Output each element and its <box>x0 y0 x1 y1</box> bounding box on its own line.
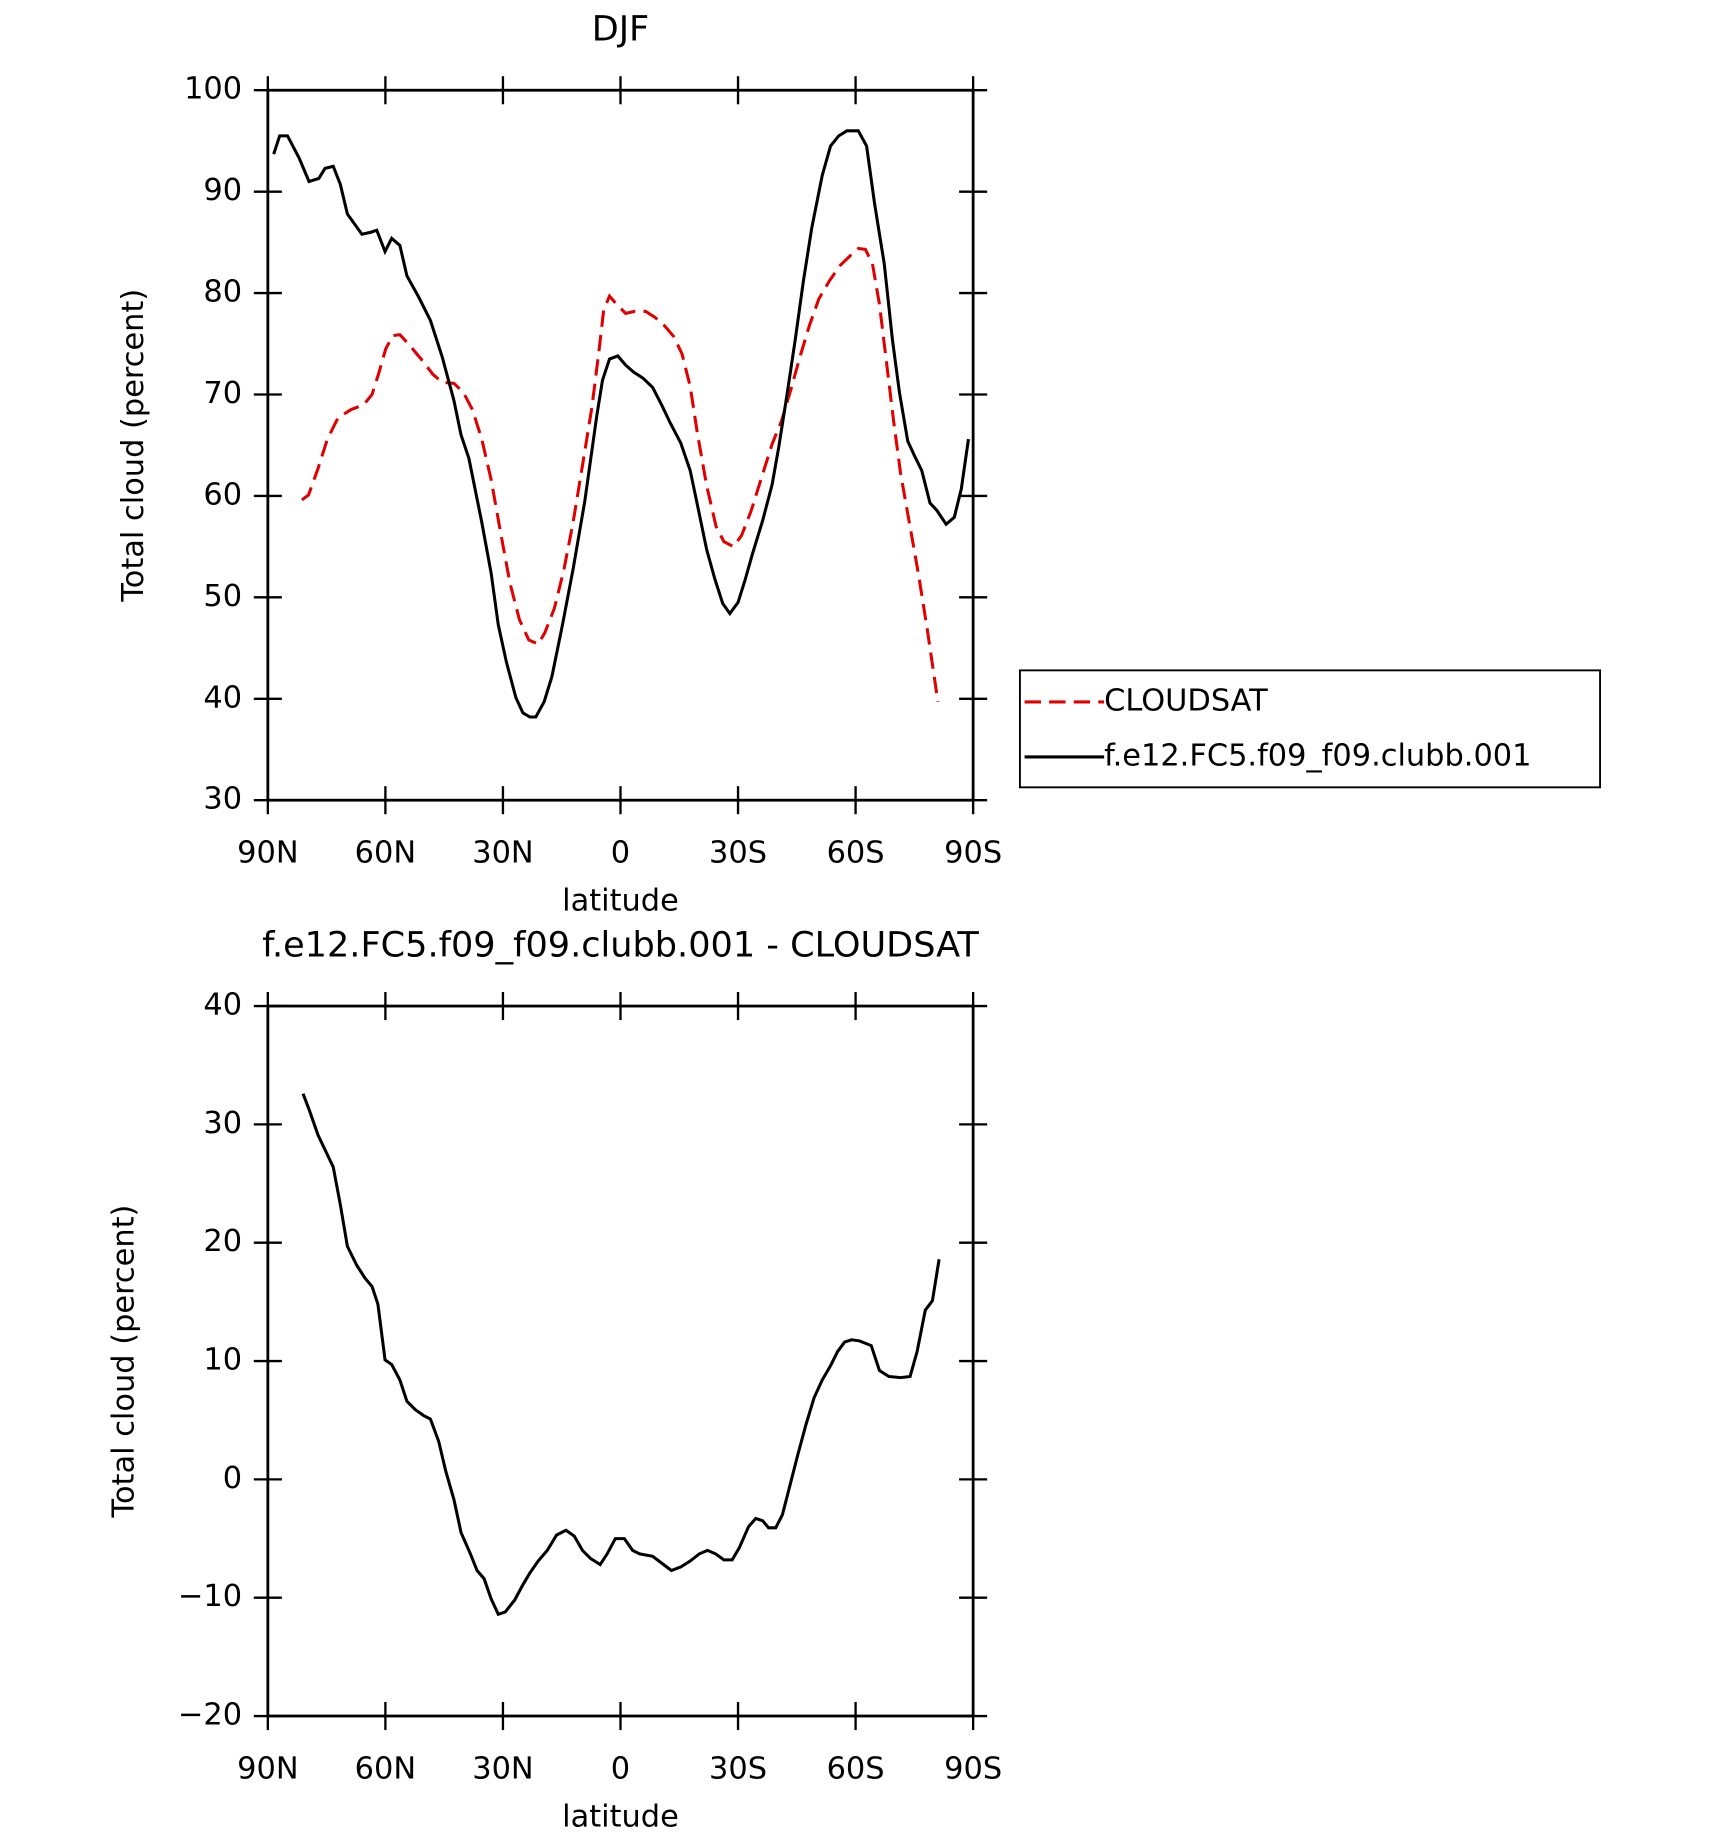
legend-box <box>1018 669 1601 789</box>
panel: f.e12.FC5.f09_f09.clubb.001 - CLOUDSAT la… <box>107 924 1002 1834</box>
y-axis-label: Total cloud (percent) <box>116 289 151 603</box>
x-tick-label: 30S <box>709 836 767 871</box>
y-tick-label: 70 <box>203 376 242 411</box>
data-line <box>300 246 940 703</box>
x-tick-label: 0 <box>611 1751 630 1786</box>
plot-frame <box>266 88 975 802</box>
y-tick-label: 30 <box>203 1106 242 1141</box>
x-axis-label: latitude <box>562 883 679 918</box>
x-tick-label: 90N <box>237 1751 298 1786</box>
y-tick-label: 100 <box>184 72 242 107</box>
data-line <box>301 1093 941 1617</box>
y-tick-label: 60 <box>203 477 242 512</box>
y-tick-label: 50 <box>203 579 242 614</box>
x-tick-label: 30N <box>472 836 533 871</box>
y-tick-label: 80 <box>203 275 242 310</box>
y-axis-label: Total cloud (percent) <box>107 1205 142 1519</box>
chart-title: DJF <box>592 9 650 50</box>
y-tick-label: 40 <box>203 988 242 1023</box>
y-tick-label: 40 <box>203 680 242 715</box>
x-tick-label: 60S <box>827 1751 885 1786</box>
y-tick-label: 0 <box>223 1461 242 1496</box>
x-tick-label: 60N <box>355 1751 416 1786</box>
legend: CLOUDSAT f.e12.FC5.f09_f09.clubb.001 <box>1018 669 1601 789</box>
y-tick-label: −10 <box>178 1579 242 1614</box>
x-tick-label: 60S <box>827 836 885 871</box>
legend-label: CLOUDSAT <box>1104 683 1268 718</box>
y-tick-label: 20 <box>203 1224 242 1259</box>
x-tick-label: 30S <box>709 1751 767 1786</box>
chart-title: f.e12.FC5.f09_f09.clubb.001 - CLOUDSAT <box>262 924 979 965</box>
x-tick-label: 90S <box>944 1751 1002 1786</box>
data-line <box>272 129 970 719</box>
y-tick-label: 10 <box>203 1343 242 1378</box>
y-tick-label: 30 <box>203 782 242 817</box>
x-axis-label: latitude <box>562 1799 679 1834</box>
panel: DJF latitude Total cloud (percent) 30 40 50 60… <box>116 9 1601 918</box>
plot-frame <box>266 1004 975 1718</box>
x-tick-label: 0 <box>611 836 630 871</box>
x-tick-label: 90S <box>944 836 1002 871</box>
x-tick-label: 60N <box>355 836 416 871</box>
y-tick-label: 90 <box>203 173 242 208</box>
x-tick-label: 30N <box>472 1751 533 1786</box>
legend-label: f.e12.FC5.f09_f09.clubb.001 <box>1104 738 1531 773</box>
y-tick-label: −20 <box>178 1698 242 1733</box>
x-tick-label: 90N <box>237 836 298 871</box>
